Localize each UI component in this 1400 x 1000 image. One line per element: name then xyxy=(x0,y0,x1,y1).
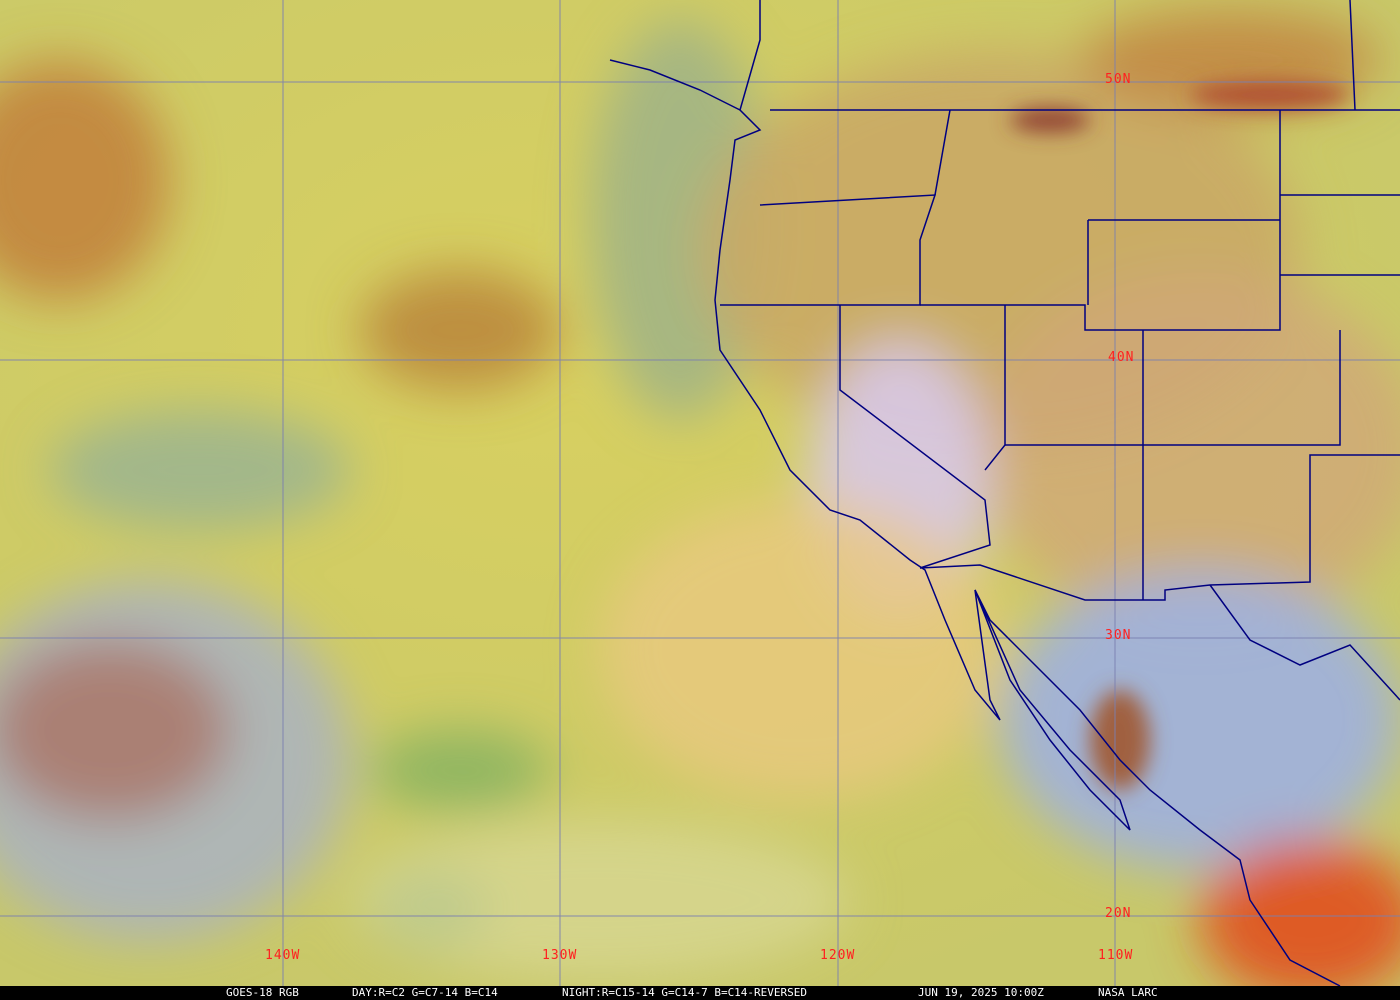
credit: NASA LARC xyxy=(1098,986,1158,999)
image-caption-bar: GOES-18 RGB DAY:R=C2 G=C7-14 B=C14 NIGHT… xyxy=(0,986,1400,1000)
latitude-label-50n: 50N xyxy=(1105,72,1132,87)
day-recipe: DAY:R=C2 G=C7-14 B=C14 xyxy=(352,986,498,999)
longitude-label-110w: 110W xyxy=(1098,948,1134,963)
latitude-label-20n: 20N xyxy=(1105,906,1132,921)
satellite-name: GOES-18 RGB xyxy=(226,986,299,999)
timestamp: JUN 19, 2025 10:00Z xyxy=(918,986,1044,999)
longitude-label-120w: 120W xyxy=(820,948,856,963)
latitude-label-40n: 40N xyxy=(1108,350,1135,365)
longitude-label-130w: 130W xyxy=(542,948,578,963)
longitude-label-140w: 140W xyxy=(265,948,301,963)
latitude-label-30n: 30N xyxy=(1105,628,1132,643)
night-recipe: NIGHT:R=C15-14 G=C14-7 B=C14-REVERSED xyxy=(562,986,808,999)
political-boundaries xyxy=(609,0,1400,986)
